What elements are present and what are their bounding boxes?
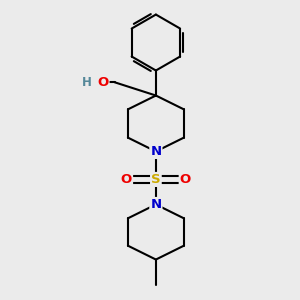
Text: O: O [121,173,132,186]
Text: H: H [82,76,92,89]
Text: O: O [97,76,109,89]
Text: S: S [151,173,161,186]
Text: N: N [150,198,161,211]
Text: O: O [180,173,191,186]
Text: N: N [150,145,161,158]
